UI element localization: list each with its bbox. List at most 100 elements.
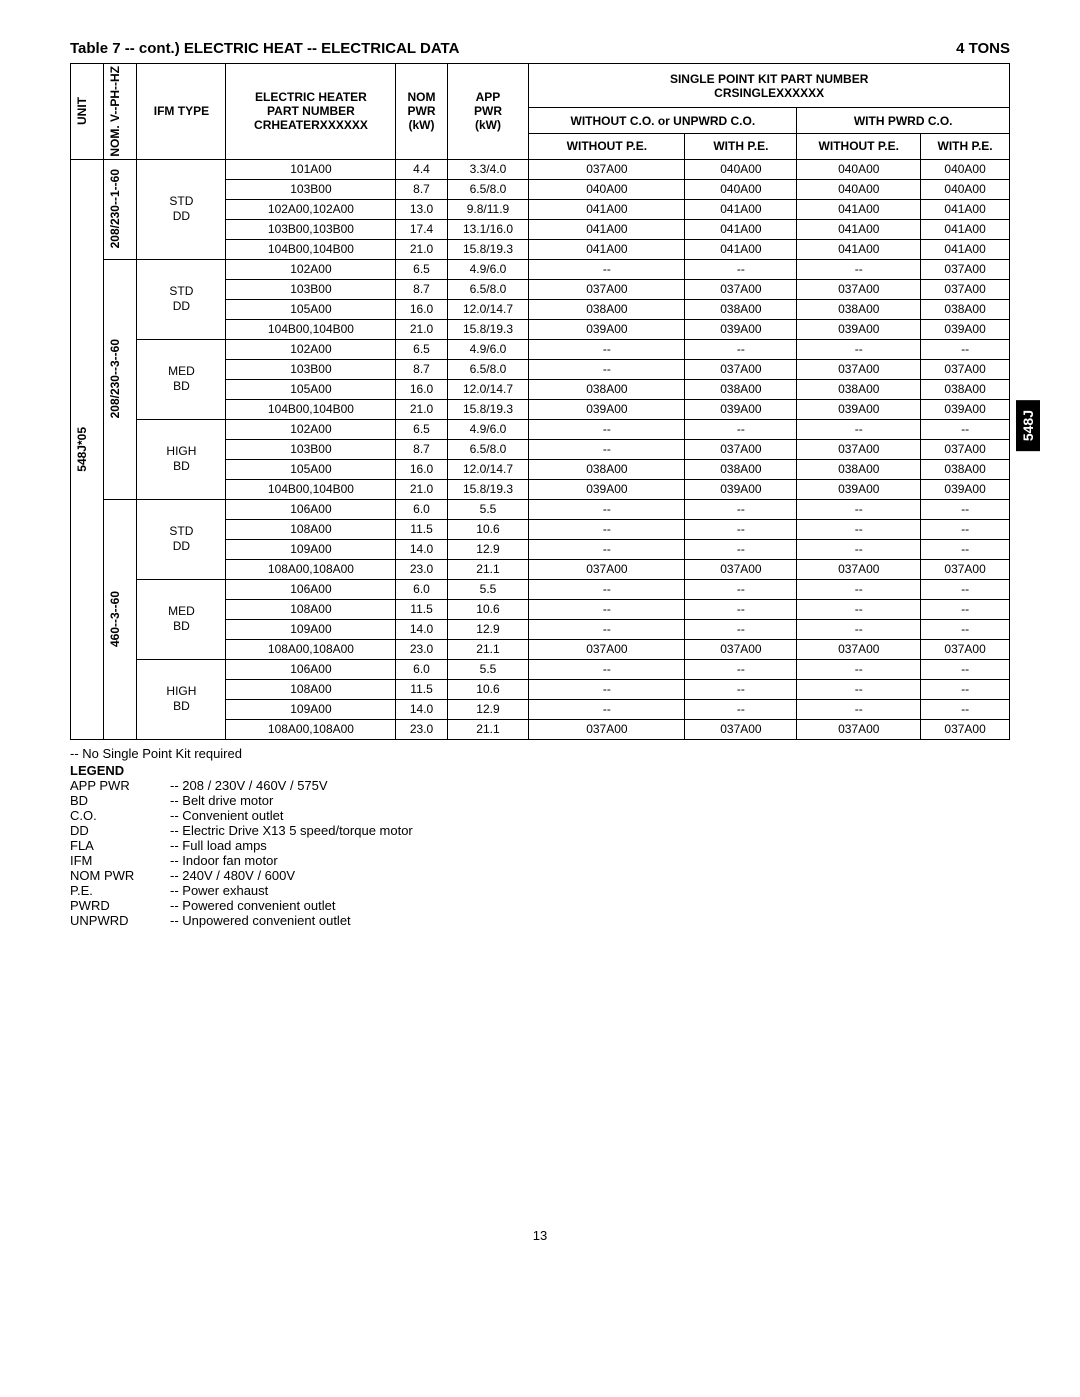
legend-key: BD [70,793,170,808]
data-cell: 105A00 [226,459,396,479]
data-cell: -- [797,599,921,619]
data-cell: -- [921,339,1010,359]
voltage-cell: 208/230--3--60 [104,259,137,499]
electrical-data-table: UNIT NOM. V--PH--HZ IFM TYPE ELECTRIC HE… [70,63,1010,740]
legend-key: P.E. [70,883,170,898]
data-cell: 039A00 [685,479,797,499]
data-cell: 16.0 [396,459,447,479]
ifm-cell: HIGHBD [137,659,226,739]
data-cell: -- [529,659,685,679]
data-cell: 038A00 [797,459,921,479]
col-wo-pe-1: WITHOUT P.E. [529,134,685,160]
table-row: 460--3--60STDDD106A006.05.5-------- [71,499,1010,519]
data-cell: 4.9/6.0 [447,419,529,439]
data-cell: -- [529,699,685,719]
data-cell: 5.5 [447,659,529,679]
data-cell: 9.8/11.9 [447,199,529,219]
data-cell: -- [685,699,797,719]
data-cell: 037A00 [797,639,921,659]
table-row: HIGHBD106A006.05.5-------- [71,659,1010,679]
data-cell: 15.8/19.3 [447,319,529,339]
data-cell: -- [797,339,921,359]
data-cell: -- [529,679,685,699]
title-row: Table 7 -- cont.) ELECTRIC HEAT -- ELECT… [70,40,1010,57]
col-vphz: NOM. V--PH--HZ [108,66,122,157]
data-cell: 038A00 [921,459,1010,479]
data-cell: 103B00 [226,439,396,459]
data-cell: 23.0 [396,719,447,739]
data-cell: 8.7 [396,279,447,299]
table-row: HIGHBD102A006.54.9/6.0-------- [71,419,1010,439]
data-cell: 041A00 [685,239,797,259]
voltage-cell: 460--3--60 [104,499,137,739]
data-cell: 041A00 [685,219,797,239]
data-cell: 102A00 [226,339,396,359]
data-cell: 108A00,108A00 [226,719,396,739]
data-cell: -- [685,679,797,699]
data-cell: 105A00 [226,379,396,399]
data-cell: 039A00 [797,399,921,419]
data-cell: 041A00 [529,199,685,219]
data-cell: 11.5 [396,599,447,619]
legend-value: -- Unpowered convenient outlet [170,913,351,928]
table-row: MEDBD102A006.54.9/6.0-------- [71,339,1010,359]
data-cell: -- [685,519,797,539]
data-cell: 037A00 [685,719,797,739]
data-cell: 11.5 [396,679,447,699]
legend-row: UNPWRD-- Unpowered convenient outlet [70,913,1010,928]
data-cell: -- [529,419,685,439]
data-cell: 6.5 [396,419,447,439]
data-cell: 12.0/14.7 [447,299,529,319]
data-cell: 037A00 [685,559,797,579]
data-cell: 108A00 [226,679,396,699]
ifm-cell: HIGHBD [137,419,226,499]
data-cell: 21.1 [447,719,529,739]
table-title: Table 7 -- cont.) ELECTRIC HEAT -- ELECT… [70,40,459,57]
data-cell: 11.5 [396,519,447,539]
data-cell: 4.9/6.0 [447,339,529,359]
data-cell: 102A00 [226,259,396,279]
data-cell: 039A00 [529,399,685,419]
data-cell: 040A00 [921,159,1010,179]
data-cell: 106A00 [226,659,396,679]
ifm-cell: STDDD [137,259,226,339]
legend-row: IFM-- Indoor fan motor [70,853,1010,868]
col-w-co: WITH PWRD C.O. [797,108,1010,134]
legend-key: C.O. [70,808,170,823]
data-cell: 040A00 [921,179,1010,199]
legend-value: -- Power exhaust [170,883,268,898]
legend-value: -- 208 / 230V / 460V / 575V [170,778,328,793]
data-cell: 10.6 [447,519,529,539]
data-cell: -- [685,339,797,359]
col-wo-pe-2: WITHOUT P.E. [797,134,921,160]
data-cell: 23.0 [396,559,447,579]
data-cell: -- [921,659,1010,679]
data-cell: -- [529,339,685,359]
data-cell: 037A00 [797,279,921,299]
data-cell: 037A00 [921,439,1010,459]
table-row: 208/230--3--60STDDD102A006.54.9/6.0-----… [71,259,1010,279]
data-cell: 12.9 [447,699,529,719]
data-cell: 041A00 [797,219,921,239]
col-wo-co: WITHOUT C.O. or UNPWRD C.O. [529,108,797,134]
data-cell: 037A00 [529,279,685,299]
legend-value: -- Electric Drive X13 5 speed/torque mot… [170,823,413,838]
data-cell: 103B00 [226,279,396,299]
data-cell: 8.7 [396,179,447,199]
data-cell: 21.0 [396,479,447,499]
data-cell: 21.0 [396,399,447,419]
data-cell: 3.3/4.0 [447,159,529,179]
col-nom-pwr: NOM PWR (kW) [396,64,447,160]
data-cell: 037A00 [921,719,1010,739]
data-cell: 039A00 [529,319,685,339]
data-cell: 101A00 [226,159,396,179]
ifm-cell: MEDBD [137,339,226,419]
data-cell: 104B00,104B00 [226,479,396,499]
legend-value: -- Powered convenient outlet [170,898,335,913]
data-cell: -- [797,519,921,539]
data-cell: -- [685,599,797,619]
data-cell: 16.0 [396,299,447,319]
data-cell: 037A00 [685,279,797,299]
data-cell: 041A00 [797,239,921,259]
legend-row: PWRD-- Powered convenient outlet [70,898,1010,913]
